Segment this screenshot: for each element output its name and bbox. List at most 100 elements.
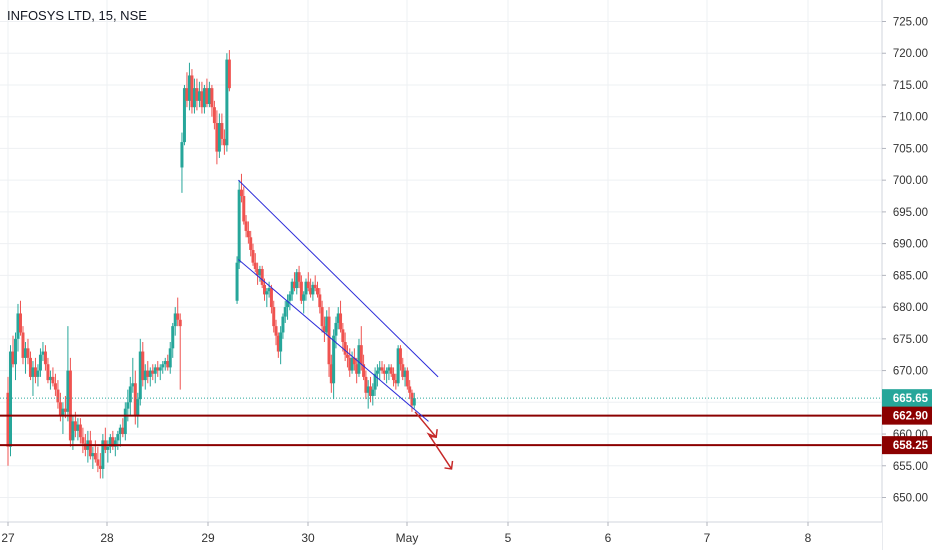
candle-body [166,361,170,368]
candle-body [343,342,347,355]
candle-body [334,322,338,336]
candle-body [313,284,317,289]
candle-body [178,319,182,327]
candle-body [311,284,315,295]
candle-body [355,364,359,374]
candle-body [306,281,310,289]
candle-body [304,281,308,295]
candle-body [13,338,17,365]
candle-body [123,408,127,435]
y-tick-label: 675.00 [893,334,928,346]
candle-body [171,326,175,349]
y-tick-label: 670.00 [893,366,928,378]
candle-body [187,75,191,101]
candle-body [205,88,209,105]
price-tag-label: 665.65 [893,393,929,405]
candle-body [148,370,152,377]
candle-body [368,386,372,396]
channel-lower-line [238,259,429,422]
x-tick-label: 28 [100,531,114,545]
candle-body [58,402,62,415]
candle-body [309,288,313,295]
candle-body [405,370,409,387]
candle-body [398,348,402,365]
candle-body [237,189,241,263]
candle-body [61,408,65,415]
candle-body [195,88,199,101]
x-tick-label: 8 [805,531,812,545]
candle-body [153,367,157,374]
candle-body [116,434,120,441]
candle-body [408,386,412,393]
candle-body [83,443,87,450]
candle-body [23,348,27,358]
candle-body [46,364,50,381]
candle-body [11,351,15,365]
y-tick-label: 685.00 [893,270,928,282]
candle-body [215,123,219,152]
candle-body [207,88,211,105]
candle-body [28,357,32,377]
candle-body [276,335,280,352]
candle-body [318,294,322,308]
candle-body [16,313,20,339]
candle-body [246,230,250,238]
candle-body [350,357,354,371]
candle-body [385,370,389,374]
price-tag [882,389,932,408]
candle-body [192,88,196,108]
candle-body [239,189,243,197]
candle-body [161,364,165,368]
candle-body [6,392,10,447]
candle-body [253,262,257,270]
candle-body [235,262,239,301]
candle-body [43,351,47,365]
candle-body [71,421,75,441]
candle-body [21,332,25,358]
candle-body [158,367,162,371]
candle-body [412,398,416,406]
candle-body [200,91,204,108]
candle-body [31,367,35,377]
x-tick-label: May [396,531,419,545]
candle-body [373,373,377,390]
candle-body [68,370,72,441]
candle-body [93,453,97,460]
candle-body [258,269,262,276]
candle-body [101,440,105,469]
candle-body [352,357,356,365]
candle-body [48,376,52,381]
price-tag-label: 658.25 [893,440,929,452]
candle-body [73,421,77,431]
candle-body [269,288,273,308]
candle-body [168,348,172,368]
candle-body [292,281,296,289]
candle-body [26,348,30,358]
candle-body [33,367,37,377]
candle-body [281,316,285,333]
candle-body [227,59,231,89]
price-tag [882,436,932,455]
candle-body [329,364,333,384]
candle-body [244,221,248,231]
candle-body [217,123,221,152]
candle-body [263,284,267,295]
candle-body [81,437,85,444]
candle-body [88,440,92,457]
y-tick-label: 705.00 [893,143,928,155]
y-tick-label: 650.00 [893,493,928,505]
candle-body [272,307,276,327]
x-tick-label: 27 [1,531,15,545]
candle-body [290,281,294,295]
candle-body [36,370,40,377]
x-tick-label: 30 [301,531,315,545]
candle-body [96,459,100,466]
arrow-head [444,460,454,470]
candle-body [242,196,246,222]
candle-body [339,313,343,330]
candle-body [118,427,122,435]
candle-body [185,88,189,101]
x-tick-label: 29 [201,531,215,545]
